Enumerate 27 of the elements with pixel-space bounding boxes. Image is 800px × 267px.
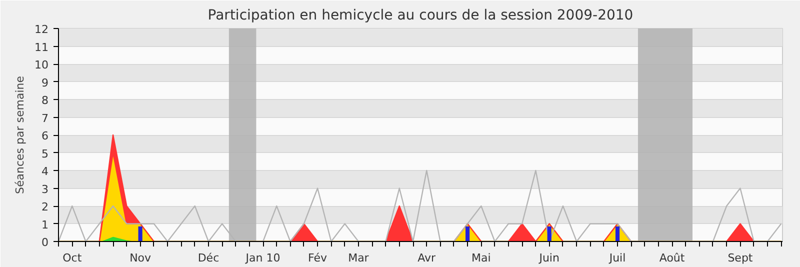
x-tick-label: Nov (130, 252, 152, 264)
x-tick-label: Jan 10 (244, 252, 280, 264)
x-tick-label: Avr (418, 252, 436, 264)
y-tick-label: 6 (42, 130, 48, 142)
y-tick-label: 10 (34, 58, 49, 72)
y-tick-label: 4 (42, 165, 48, 178)
y-tick-label: 3 (42, 182, 48, 196)
y-axis-title: Séances par semaine (14, 76, 27, 194)
x-tick-label: Mar (348, 252, 370, 264)
y-tick-label: 5 (42, 147, 48, 160)
x-tick-label: Août (659, 252, 686, 264)
y-tick-label: 9 (42, 76, 48, 90)
x-tick-label: Juin (538, 252, 560, 264)
x-tick-label: Juil (608, 252, 626, 264)
x-tick-label: Déc (198, 252, 220, 264)
y-tick-label: 12 (34, 23, 49, 36)
y-tick-label: 11 (34, 40, 49, 54)
y-tick-label: 2 (42, 200, 48, 214)
y-tick-label: 8 (42, 94, 48, 107)
x-tick-label: Sept (728, 252, 754, 264)
chart-title: Participation en hemicycle au cours de la session 2009-2010 (208, 8, 634, 24)
y-tick-label: 7 (42, 112, 48, 125)
y-tick-label: 1 (42, 218, 48, 232)
y-tick-label: 0 (42, 236, 48, 249)
x-tick-label: Mai (472, 252, 491, 264)
x-tick-label: Fév (308, 252, 328, 264)
x-tick-label: Oct (62, 252, 82, 264)
